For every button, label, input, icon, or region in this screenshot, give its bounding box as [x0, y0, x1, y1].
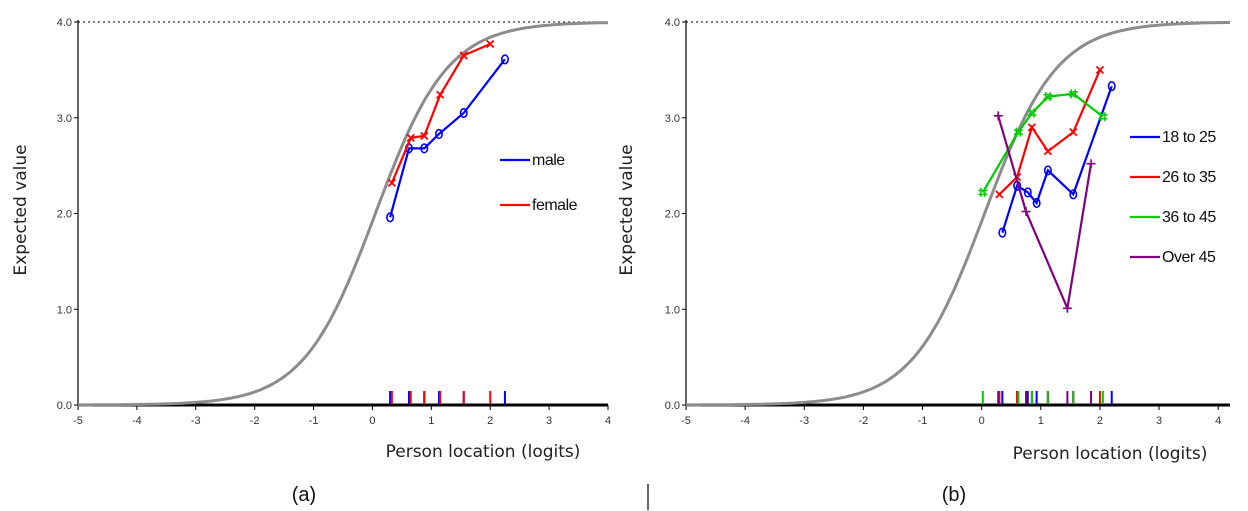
y-tick-label: 3.0 — [665, 113, 680, 125]
data-point — [406, 133, 415, 142]
x-axis-label: Person location (logits) — [386, 442, 581, 462]
legend: 18 to 25 26 to 35 36 to 45 Over 45 — [1130, 129, 1217, 266]
legend-label: 36 to 45 — [1162, 209, 1216, 226]
legend-label: male — [532, 152, 565, 169]
y-axis-label: Expected value — [11, 144, 31, 275]
series-over-45 — [993, 111, 1096, 313]
data-point — [459, 51, 468, 60]
y-tick-label: 2.0 — [665, 209, 680, 221]
x-tick-label: -4 — [132, 415, 142, 427]
data-point — [434, 128, 443, 140]
data-point — [1023, 187, 1032, 198]
x-tick-label: 0 — [979, 415, 985, 427]
y-tick-label: 4.0 — [57, 17, 72, 29]
x-tick-label: -3 — [799, 415, 809, 427]
data-point — [1043, 165, 1052, 176]
data-point — [1069, 189, 1078, 200]
x-tick-label: -5 — [73, 415, 83, 427]
data-point — [1021, 207, 1031, 217]
data-point — [978, 187, 988, 197]
y-axis-label: Expected value — [617, 144, 637, 275]
data-point — [1013, 127, 1023, 137]
x-tick-label: 4 — [605, 415, 611, 427]
data-point — [1062, 303, 1072, 313]
data-point — [1032, 197, 1041, 209]
y-tick-label: 2.0 — [57, 209, 72, 221]
data-point — [1043, 147, 1053, 156]
data-point — [386, 212, 395, 223]
x-tick-label: -3 — [191, 415, 201, 427]
x-tick-label: -1 — [918, 415, 928, 427]
series-line — [981, 92, 1104, 193]
data-point — [420, 143, 429, 154]
x-tick-label: 3 — [546, 415, 552, 427]
series-line — [390, 42, 491, 184]
x-axis-label: Person location (logits) — [1013, 444, 1208, 464]
data-point — [1027, 123, 1037, 132]
x-tick-label: -5 — [681, 415, 691, 427]
legend-item: 36 to 45 — [1130, 209, 1217, 226]
data-point — [1107, 81, 1116, 92]
series-26-to-35 — [995, 65, 1105, 199]
legend-label: Over 45 — [1162, 249, 1216, 266]
series-18-to-25 — [998, 81, 1116, 238]
data-point — [387, 178, 397, 187]
legend-label: female — [532, 197, 578, 214]
series-female — [387, 39, 495, 187]
y-tick-label: 4.0 — [665, 17, 680, 29]
legend-label: 26 to 35 — [1162, 169, 1216, 186]
series-line — [997, 115, 1093, 313]
legend-item: male — [500, 152, 566, 169]
x-tick-label: 3 — [1156, 415, 1162, 427]
x-tick-label: -4 — [740, 415, 750, 427]
x-tick-label: -2 — [859, 415, 869, 427]
x-tick-label: 2 — [487, 415, 493, 427]
y-tick-label: 0.0 — [665, 400, 680, 412]
data-point — [459, 107, 468, 119]
y-tick-label: 1.0 — [665, 304, 680, 316]
data-point — [998, 227, 1007, 238]
data-point — [500, 54, 509, 65]
data-point — [1086, 159, 1096, 169]
y-tick-label: 3.0 — [57, 113, 72, 125]
chart-panel-a: 0.0 1.0 2.0 3.0 4.0 -5 -4 -3 -2 -1 0 1 2 3 4 Expected… — [11, 17, 611, 462]
legend-item: 26 to 35 — [1130, 169, 1217, 186]
expected-value-curve — [78, 21, 609, 407]
legend: male female — [500, 152, 578, 214]
legend-item: 18 to 25 — [1130, 129, 1217, 146]
x-tick-label: 0 — [369, 415, 375, 427]
expected-value-curve — [686, 20, 1231, 407]
y-tick-label: 0.0 — [57, 400, 72, 412]
data-point — [1043, 92, 1053, 102]
data-point — [486, 39, 495, 49]
data-point — [420, 131, 429, 141]
data-point — [1098, 112, 1108, 122]
x-tick-label: 1 — [1038, 415, 1044, 427]
legend-label: 18 to 25 — [1162, 129, 1216, 146]
data-point — [993, 111, 1003, 121]
data-point — [436, 90, 445, 99]
data-point — [1095, 65, 1105, 75]
series-line — [1001, 85, 1113, 234]
chart-panel-b: 0.0 1.0 2.0 3.0 4.0 -5 -4 -3 -2 -1 0 1 2 3 4 Expected… — [617, 17, 1231, 464]
x-tick-label: -1 — [309, 415, 319, 427]
y-tick-label: 1.0 — [57, 304, 72, 316]
legend-item: female — [500, 197, 578, 214]
x-tick-label: 4 — [1215, 415, 1221, 427]
data-point — [995, 190, 1004, 199]
x-tick-label: 1 — [428, 415, 434, 427]
data-point — [1069, 127, 1078, 137]
series-36-to-45 — [978, 89, 1108, 197]
series-line — [389, 58, 506, 218]
data-point — [1068, 89, 1078, 99]
caption-b: (b) — [942, 484, 966, 506]
x-tick-label: 2 — [1097, 415, 1103, 427]
legend-item: Over 45 — [1130, 249, 1217, 266]
data-point — [1027, 108, 1037, 118]
caption-a: (a) — [292, 484, 316, 506]
x-tick-label: -2 — [250, 415, 260, 427]
